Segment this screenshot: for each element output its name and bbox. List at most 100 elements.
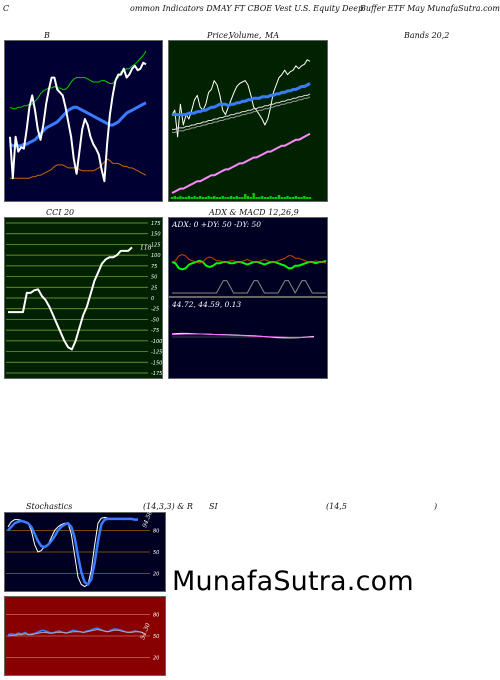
volume-bar [275, 197, 278, 199]
tick-label: 150 [151, 232, 161, 238]
tick-label: -100 [151, 339, 162, 345]
volume-bar [246, 196, 250, 199]
stoch-title-d: (14,5 [326, 502, 347, 511]
adx-title: ADX & MACD 12,26,9 [209, 208, 299, 217]
header-title: ommon Indicators DMAY FT CBOE Vest U.S. … [130, 4, 364, 13]
volume-bar [241, 197, 244, 199]
bb-title: B [44, 31, 50, 40]
tick-label: 50 [153, 550, 159, 556]
tick-label: -50 [151, 317, 159, 323]
rsi-rsi-line-line [7, 629, 143, 637]
tick-label: -25 [151, 307, 159, 313]
bb-panel [4, 40, 163, 202]
volume-bar [252, 193, 255, 199]
cci-panel: 175 150 125 100 75 50 25 0 -25 -50 -75 -100 -125 -150… [4, 217, 163, 379]
adx-chart [168, 217, 328, 297]
macd-chart [168, 297, 328, 379]
tick-label: 80 [153, 612, 159, 618]
volume-bar [300, 197, 303, 199]
cci-chart: 175 150 125 100 75 50 25 0 -25 -50 -75 -100 -125 -150… [4, 217, 163, 379]
volume-bar [297, 197, 300, 199]
cci-line [8, 246, 133, 351]
volume-bar [176, 197, 179, 199]
price-ma-white-line [172, 93, 311, 130]
volume-bar [204, 197, 207, 199]
volume-bar [229, 196, 233, 199]
volume-bar [289, 197, 292, 199]
volume-bar [215, 197, 219, 199]
adx-minus-dy-line [171, 254, 327, 264]
volume-bar [182, 197, 185, 199]
tick-label: 100 [151, 253, 161, 259]
volume-bar [193, 196, 196, 199]
stoch-title-e: ) [434, 502, 438, 511]
volume-bar [280, 197, 284, 199]
volume-bar [221, 196, 224, 199]
tick-label: 175 [151, 221, 161, 227]
volume-bar [263, 197, 267, 199]
volume-bar [238, 197, 241, 199]
volume-bar [294, 196, 298, 199]
rsi-panel: 80 50 20 54.30 [4, 596, 166, 676]
volume-bar [235, 196, 238, 199]
tick-label: 0 [151, 296, 154, 302]
volume-bar [291, 197, 295, 199]
tick-label: 75 [151, 264, 157, 270]
tick-label: 25 [151, 285, 157, 291]
volume-bar [266, 197, 269, 199]
volume-bar [184, 197, 188, 199]
header-left: C [3, 4, 10, 13]
volume-bar [207, 196, 210, 199]
volume-bar [201, 197, 205, 199]
volume-bar [308, 197, 312, 199]
price-ma-pink-line [171, 132, 311, 194]
stoch-d-line [7, 517, 138, 586]
tick-label: 50 [151, 275, 157, 281]
volume-title: Volume, [229, 31, 262, 40]
tick-label: -150 [151, 360, 162, 366]
panel-background [168, 297, 328, 379]
price-panel [168, 40, 328, 202]
price-ma-blue-line [172, 82, 311, 117]
tick-label: 80 [153, 528, 159, 534]
bands-title: Bands 20,2 [404, 31, 450, 40]
volume-bar [173, 196, 177, 199]
volume-bar [305, 197, 309, 199]
panel-background [168, 217, 328, 297]
volume-bar [260, 196, 264, 199]
volume-bar [213, 196, 216, 199]
volume-bar [244, 194, 247, 199]
panel-background [168, 40, 328, 202]
volume-bar [258, 197, 261, 199]
volume-bar [210, 197, 213, 199]
price-price-line [171, 59, 311, 138]
adx-adx-line [172, 280, 326, 294]
stoch-title-b: (14,3,3) & R [143, 502, 193, 511]
volume-bar [190, 197, 193, 199]
volume-bar [303, 196, 306, 199]
volume-bar [224, 197, 227, 199]
volume-bar [283, 197, 286, 199]
stoch-title-a: Stochastics [26, 502, 73, 511]
bb-middle-line [9, 101, 147, 148]
tick-label: 125 [151, 242, 161, 248]
macd-signal-line [171, 333, 315, 339]
watermark: MunafaSutra.com [172, 566, 414, 597]
volume-bar [277, 195, 281, 199]
cci-title: CCI 20 [46, 208, 75, 217]
adx-plus-dy-line [171, 259, 327, 271]
adx-panel: ADX: 0 +DY: 50 -DY: 50 [168, 217, 328, 297]
bb-chart [4, 40, 163, 202]
volume-bar [187, 196, 191, 199]
price-chart [168, 40, 328, 202]
volume-bar [227, 197, 230, 199]
volume-bar [179, 196, 182, 199]
volume-bar [196, 197, 199, 199]
volume-bar [286, 196, 289, 199]
volume-bar [218, 197, 222, 199]
price-ma-gray-line [172, 96, 311, 133]
volume-bar [249, 197, 253, 199]
volume-bar [170, 197, 174, 199]
